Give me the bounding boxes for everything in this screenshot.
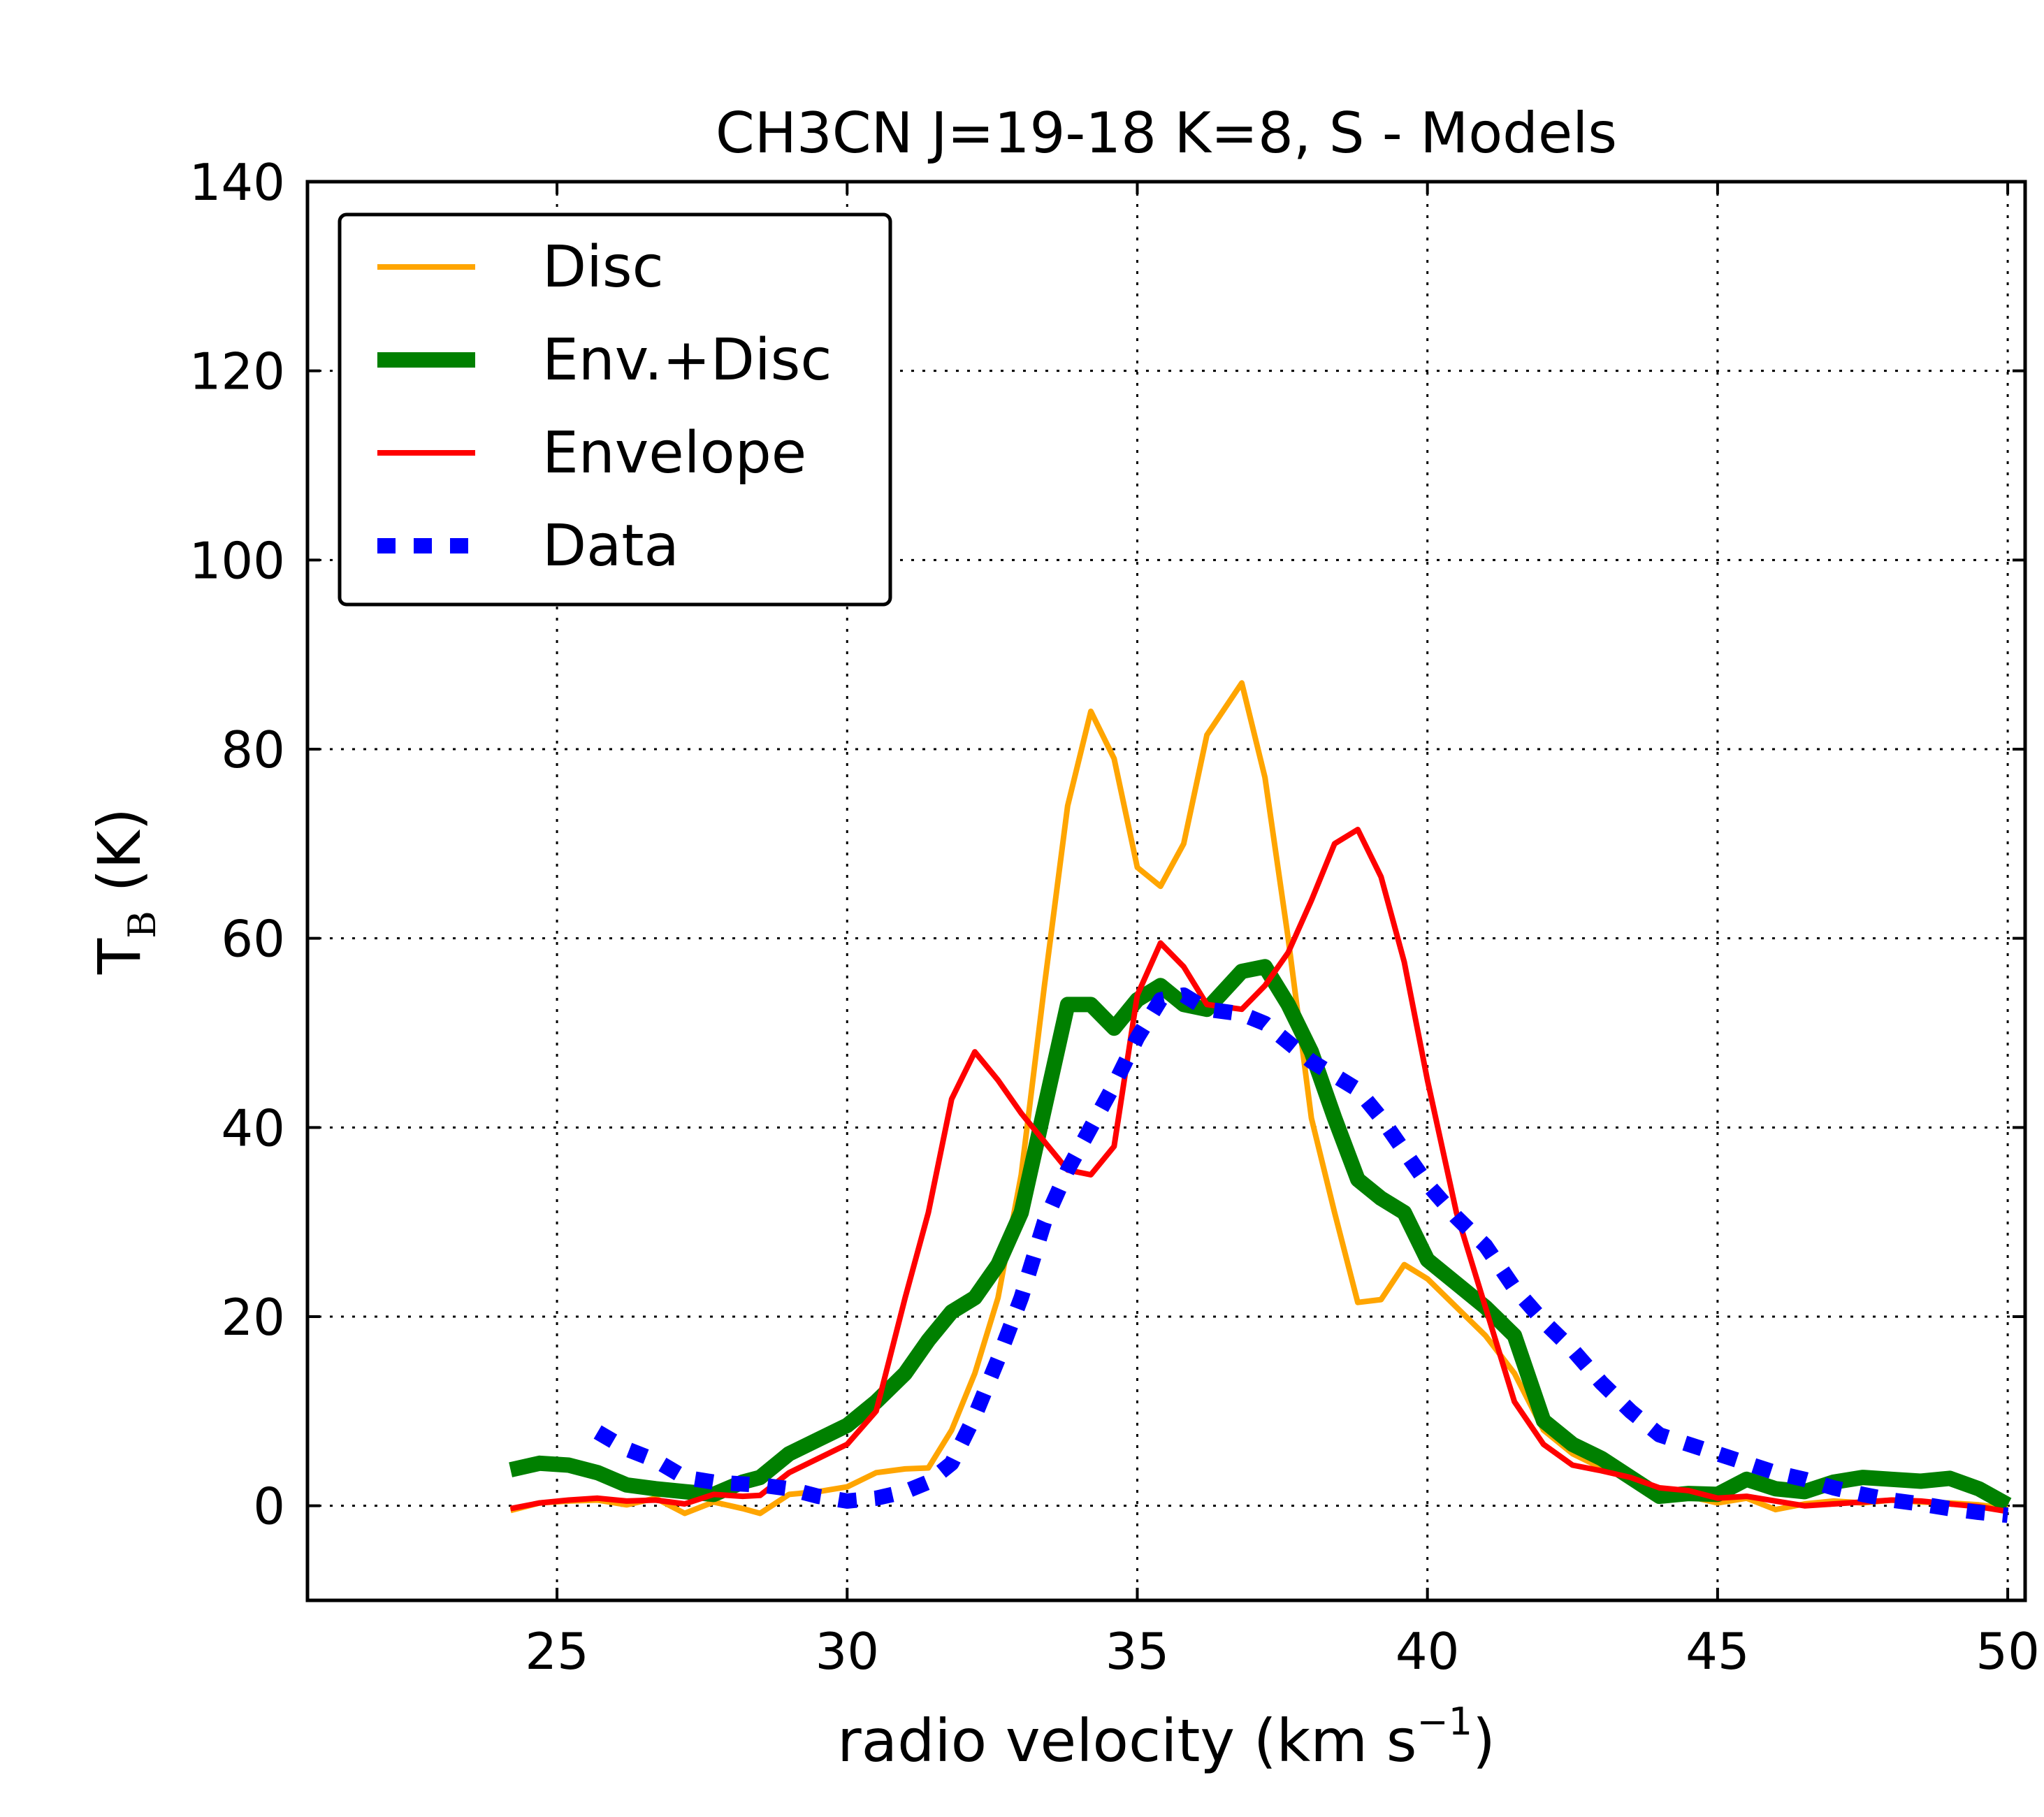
- x-tick-label: 30: [815, 1622, 879, 1681]
- y-tick-label: 120: [189, 342, 285, 401]
- y-tick-label: 100: [189, 531, 285, 590]
- y-tick-label: 60: [221, 910, 285, 969]
- ticks: 25 30 35 40 45 50 0 20 40 60 80 100 120 140: [189, 153, 2040, 1681]
- series-line-data: [593, 987, 2009, 1523]
- x-tick-label: 35: [1106, 1622, 1170, 1681]
- legend-box: [338, 212, 892, 607]
- plot-area: [509, 680, 2012, 1523]
- axes-frame: [305, 180, 2027, 1602]
- legend-label-env-disc: Env.+Disc: [542, 327, 832, 393]
- y-tick-label: 40: [221, 1099, 285, 1157]
- series-line-env-disc: [509, 959, 2012, 1512]
- series-line-disc: [509, 680, 2008, 1516]
- legend-label-envelope: Envelope: [542, 420, 806, 486]
- legend-label-disc: Disc: [542, 234, 664, 301]
- x-tick-label: 50: [1976, 1622, 2040, 1681]
- y-tick-label: 140: [189, 153, 285, 212]
- y-tick-label: 0: [253, 1477, 285, 1536]
- chart-title: CH3CN J=19-18 K=8, S - Models: [716, 101, 1617, 166]
- y-tick-label: 20: [221, 1288, 285, 1347]
- legend-label-data: Data: [542, 513, 679, 579]
- x-axis-label: radio velocity (km s−1): [837, 1700, 1495, 1775]
- x-tick-label: 40: [1396, 1622, 1460, 1681]
- x-tick-label: 25: [525, 1622, 589, 1681]
- x-tick-label: 45: [1686, 1622, 1750, 1681]
- y-tick-label: 80: [221, 721, 285, 779]
- y-axis-label: TB (K): [85, 808, 164, 975]
- legend: Disc Env.+Disc Envelope Data: [338, 212, 892, 607]
